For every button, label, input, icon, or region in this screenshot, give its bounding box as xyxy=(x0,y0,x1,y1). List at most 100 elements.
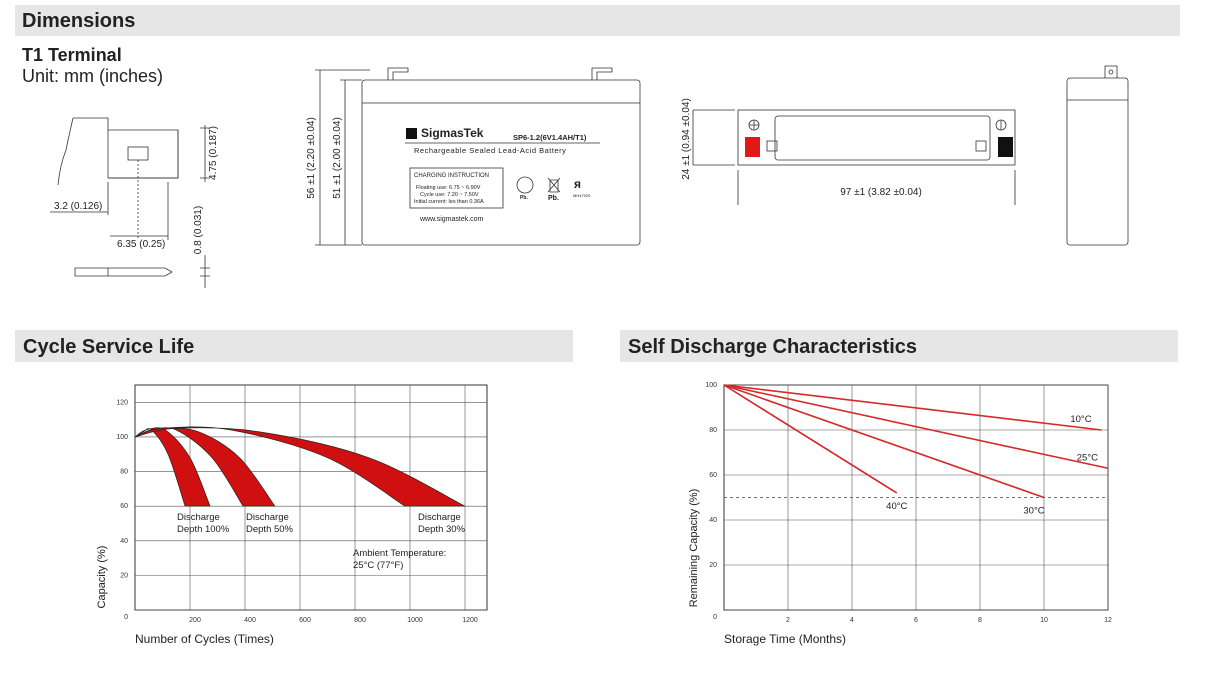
x-tick-label: 1000 xyxy=(407,617,423,624)
drawing-rect xyxy=(1066,77,1129,246)
cycle-band xyxy=(134,426,466,507)
y-tick-label: 60 xyxy=(709,472,717,479)
charging-line: CHARGING INSTRUCTION xyxy=(414,173,489,179)
y-tick-label: 40 xyxy=(709,517,717,524)
charging-line: Cycle use: 7.20 ~ 7.50V xyxy=(420,192,479,198)
series-label: Discharge Depth 50% xyxy=(246,512,294,535)
y-tick-label: 40 xyxy=(120,538,128,545)
series-label-line: Depth 100% xyxy=(177,524,230,535)
discharge-line xyxy=(723,384,1045,499)
drawing-rect xyxy=(737,109,1016,166)
drawing-path xyxy=(200,255,210,288)
icon-label: Pb. xyxy=(520,195,528,201)
drawing-path xyxy=(110,182,169,240)
icon-label: MH47929 xyxy=(573,193,591,198)
dim-label: 3.2 (0.126) xyxy=(54,201,102,212)
y-tick-label: 80 xyxy=(709,427,717,434)
dim-label: 97 ±1 (3.82 ±0.04) xyxy=(840,187,922,198)
drawing-path xyxy=(547,177,561,193)
section-title: Cycle Service Life xyxy=(23,336,194,358)
x-axis-label: Storage Time (Months) xyxy=(724,632,846,646)
drawing-path xyxy=(108,130,179,179)
series-label: Discharge Depth 100% xyxy=(177,512,230,535)
terminal-drawing xyxy=(50,117,210,288)
section-bar xyxy=(15,330,573,362)
drawing-path xyxy=(387,67,409,80)
negative-terminal xyxy=(998,137,1013,157)
front-view xyxy=(315,67,641,246)
x-tick-label: 800 xyxy=(354,617,366,624)
header-title: Dimensions xyxy=(22,10,135,32)
x-tick-label: 10 xyxy=(1040,617,1048,624)
drawing-rect xyxy=(127,146,149,161)
x-axis-label: Number of Cycles (Times) xyxy=(135,632,274,646)
side-view xyxy=(1066,65,1129,246)
discharge-line xyxy=(723,384,1109,470)
drawing-path xyxy=(200,125,210,182)
annotation: Ambient Temperature: xyxy=(353,548,446,559)
brand-logo xyxy=(406,128,417,139)
dim-label: 51 ±1 (2.00 ±0.04) xyxy=(332,117,343,199)
drawing-rect xyxy=(361,79,641,246)
annotation: 25°C (77°F) xyxy=(353,560,403,571)
series-label: 40°C xyxy=(886,501,907,512)
series-label: 10°C xyxy=(1070,414,1091,425)
section-title: Self Discharge Characteristics xyxy=(628,336,917,358)
positive-terminal xyxy=(745,137,760,157)
drawing-circle xyxy=(516,176,534,194)
header-bar xyxy=(15,5,1180,36)
drawing-path xyxy=(319,70,346,245)
series-label-line: Discharge xyxy=(246,512,289,523)
y-tick-label: 20 xyxy=(709,562,717,569)
drawing-path xyxy=(737,170,1016,205)
drawing-path xyxy=(591,67,613,80)
charging-line: Initial current: les than 0.36A xyxy=(414,199,484,205)
y-axis-label: Capacity (%) xyxy=(96,546,108,609)
drawing-path xyxy=(1104,65,1118,78)
drawing-path xyxy=(692,109,735,166)
y-tick-label: 120 xyxy=(116,399,128,406)
terminal-unit: Unit: mm (inches) xyxy=(22,66,163,86)
top-view xyxy=(692,109,1016,205)
discharge-line xyxy=(723,384,898,494)
series-label: 30°C xyxy=(1023,506,1044,517)
x-tick-label: 200 xyxy=(189,617,201,624)
x-tick-label: 8 xyxy=(978,617,982,624)
dim-label: 6.35 (0.25) xyxy=(117,239,165,250)
x-tick-label: 1200 xyxy=(462,617,478,624)
drawing-path xyxy=(50,182,109,215)
icon-label: Pb. xyxy=(548,195,559,202)
ul-mark: ᴙ xyxy=(574,177,581,191)
model: SP6-1.2(6V1.4AH/T1) xyxy=(513,133,587,142)
dim-label: 4.75 (0.187) xyxy=(208,126,219,180)
description: Rechargeable Sealed Lead-Acid Battery xyxy=(414,146,566,155)
dim-label: 56 ±1 (2.20 ±0.04) xyxy=(306,117,317,199)
drawing-path xyxy=(315,69,370,246)
x-tick-label: 600 xyxy=(299,617,311,624)
terminal-title: T1 Terminal xyxy=(22,45,122,65)
drawing-path xyxy=(749,120,759,130)
series-label-line: Depth 30% xyxy=(418,524,466,535)
y-tick-label: 0 xyxy=(124,614,128,621)
url: www.sigmastek.com xyxy=(419,216,484,223)
charging-line: Floating use: 6.75 ~ 6.90V xyxy=(416,185,481,191)
drawing-rect xyxy=(409,167,504,209)
section-bar xyxy=(620,330,1178,362)
x-tick-label: 400 xyxy=(244,617,256,624)
series-label-line: Discharge xyxy=(177,512,220,523)
y-axis-label: Remaining Capacity (%) xyxy=(688,489,700,608)
y-tick-label: 80 xyxy=(120,469,128,476)
series-label: 25°C xyxy=(1077,452,1098,463)
y-tick-label: 60 xyxy=(120,503,128,510)
drawing-rect xyxy=(774,115,991,161)
series-label-line: Discharge xyxy=(418,512,461,523)
drawing-rect xyxy=(766,140,778,152)
y-tick-label: 100 xyxy=(705,382,717,389)
dim-label: 24 ±1 (0.94 ±0.04) xyxy=(681,98,692,180)
series-label: Discharge Depth 30% xyxy=(418,512,466,535)
drawing-path xyxy=(57,117,74,186)
drawing-circle xyxy=(1108,69,1114,75)
discharge-line xyxy=(723,384,1102,431)
